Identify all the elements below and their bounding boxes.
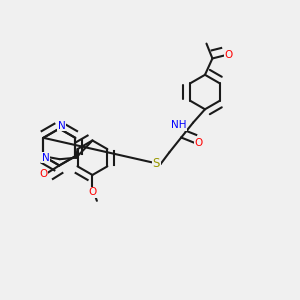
Text: S: S (153, 157, 160, 170)
Text: O: O (40, 169, 48, 179)
Text: O: O (194, 138, 202, 148)
Text: N: N (58, 121, 66, 130)
Text: NH: NH (171, 120, 187, 130)
Text: O: O (224, 50, 232, 61)
Text: N: N (42, 153, 50, 163)
Text: O: O (88, 187, 97, 197)
